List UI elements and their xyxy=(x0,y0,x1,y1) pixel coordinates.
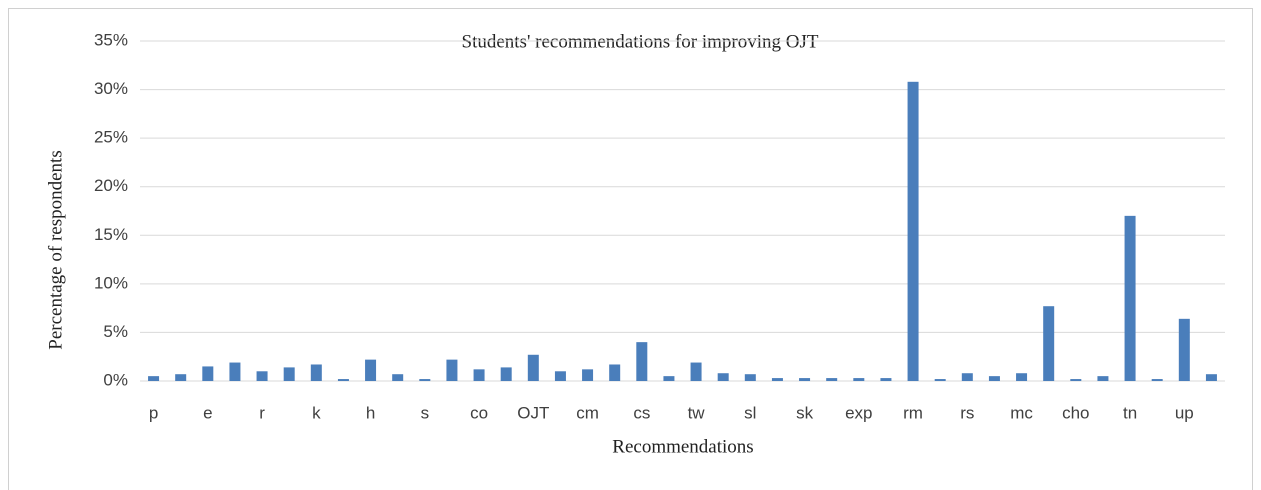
y-tick-label: 5% xyxy=(103,322,128,341)
bar xyxy=(283,367,295,381)
bar xyxy=(527,354,539,381)
bar xyxy=(446,359,458,381)
bar xyxy=(175,374,187,381)
bar xyxy=(148,376,160,381)
bar xyxy=(392,374,404,381)
bar xyxy=(1151,379,1163,381)
x-tick-label: tn xyxy=(1123,403,1137,422)
x-tick-label: up xyxy=(1175,403,1194,422)
bar xyxy=(365,359,377,381)
bar xyxy=(1097,376,1109,381)
bar xyxy=(988,376,1000,381)
y-tick-label: 0% xyxy=(103,370,128,389)
bar xyxy=(636,342,648,381)
bar xyxy=(907,81,919,382)
x-tick-label: mc xyxy=(1010,403,1033,422)
x-axis-title: Recommendations xyxy=(612,436,753,457)
x-tick-label: p xyxy=(149,403,158,422)
x-tick-label: s xyxy=(421,403,430,422)
bar xyxy=(229,362,241,381)
bar xyxy=(799,378,811,381)
bar xyxy=(880,378,892,381)
bar xyxy=(256,371,268,381)
x-tick-label: k xyxy=(312,403,321,422)
bar xyxy=(609,364,621,381)
x-tick-label: rs xyxy=(960,403,974,422)
y-tick-label: 25% xyxy=(94,128,128,147)
y-tick-label: 30% xyxy=(94,79,128,98)
bar xyxy=(961,373,973,381)
y-tick-label: 15% xyxy=(94,225,128,244)
bar xyxy=(717,373,729,381)
x-tick-label: tw xyxy=(688,403,706,422)
bar xyxy=(771,378,783,381)
bar xyxy=(473,369,485,381)
x-tick-label: sl xyxy=(744,403,756,422)
y-axis-title: Percentage of respondents xyxy=(45,150,66,349)
x-tick-label: cm xyxy=(576,403,599,422)
bar xyxy=(500,367,512,381)
bar xyxy=(419,379,431,381)
bar xyxy=(663,376,675,381)
bar xyxy=(690,362,702,381)
x-tick-label: sk xyxy=(796,403,814,422)
chart-border xyxy=(8,8,1253,490)
x-tick-label: cs xyxy=(633,403,650,422)
bar xyxy=(744,374,756,381)
bar xyxy=(582,369,594,381)
bar xyxy=(202,366,214,381)
x-tick-label: h xyxy=(366,403,375,422)
y-tick-label: 20% xyxy=(94,176,128,195)
x-tick-label: e xyxy=(203,403,212,422)
y-tick-label: 10% xyxy=(94,273,128,292)
x-tick-label: OJT xyxy=(517,403,549,422)
x-tick-label: co xyxy=(470,403,488,422)
y-tick-label: 35% xyxy=(94,30,128,49)
x-tick-label: cho xyxy=(1062,403,1089,422)
bar xyxy=(1016,373,1028,381)
bar xyxy=(337,379,349,381)
x-tick-label: exp xyxy=(845,403,872,422)
bar xyxy=(1124,215,1136,381)
bar xyxy=(1178,318,1190,381)
x-tick-label: r xyxy=(259,403,265,422)
chart-title: Students' recommendations for improving … xyxy=(462,31,819,52)
bar xyxy=(853,378,865,381)
bar xyxy=(826,378,838,381)
bar xyxy=(554,371,566,381)
bar xyxy=(1070,379,1082,381)
bar xyxy=(1043,306,1055,381)
bar xyxy=(934,379,946,381)
bar xyxy=(310,364,322,381)
bar xyxy=(1205,374,1217,381)
x-tick-label: rm xyxy=(903,403,923,422)
